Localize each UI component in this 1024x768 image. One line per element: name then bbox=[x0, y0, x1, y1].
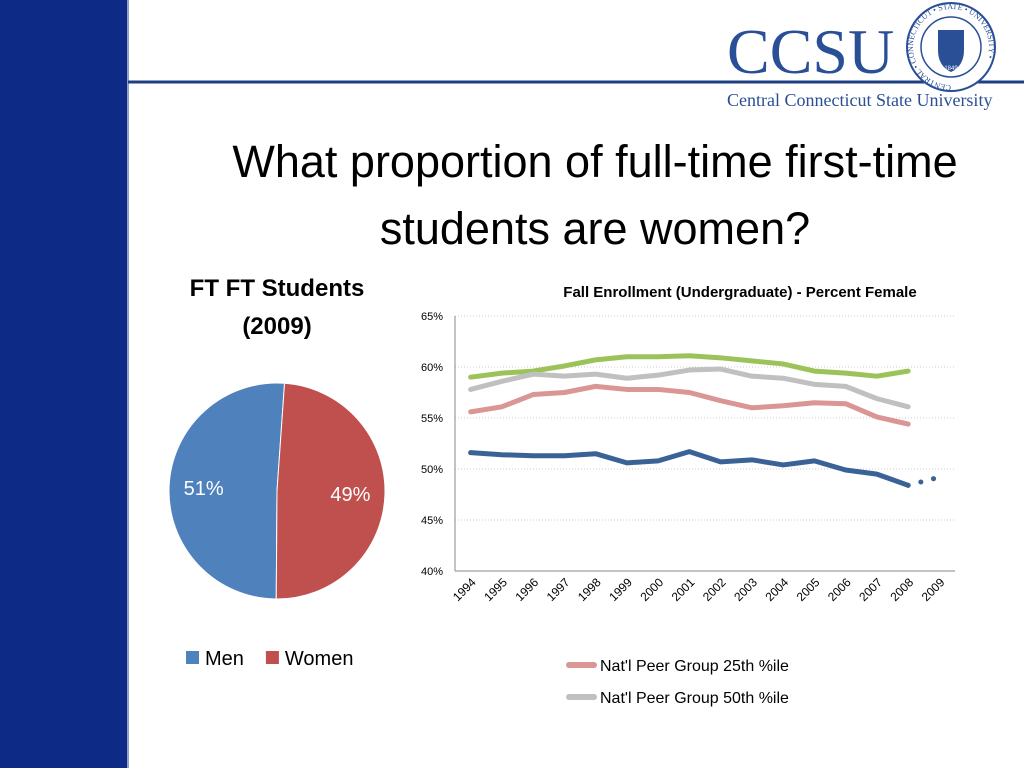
x-tick-label: 1994 bbox=[450, 575, 479, 604]
legend-swatch bbox=[265, 651, 279, 664]
x-tick-label: 2009 bbox=[919, 575, 948, 604]
x-tick-label: 2008 bbox=[887, 575, 916, 604]
pie-title: FT FT Students (2009) bbox=[189, 275, 365, 340]
x-tick-label: 2001 bbox=[669, 575, 698, 604]
legend-label: Men bbox=[205, 648, 244, 670]
seal-shield bbox=[938, 30, 964, 72]
line-title: Fall Enrollment (Undergraduate) - Percen… bbox=[563, 284, 917, 301]
x-tick-label: 2005 bbox=[794, 575, 823, 604]
seal-year: 1849 bbox=[944, 66, 958, 72]
x-tick-label: 1996 bbox=[512, 575, 541, 604]
x-tick-label: 2000 bbox=[637, 575, 666, 604]
x-tick-label: 2003 bbox=[731, 575, 760, 604]
x-tick-label: 1998 bbox=[575, 575, 604, 604]
x-tick-label: 2002 bbox=[700, 575, 729, 604]
series-line bbox=[468, 366, 911, 410]
y-tick-label: 65% bbox=[421, 311, 443, 323]
x-tick-label: 2004 bbox=[762, 575, 791, 604]
logo-name: CCSU bbox=[727, 16, 894, 87]
legend-swatch bbox=[186, 651, 199, 664]
legend-label: Women bbox=[285, 648, 354, 670]
side-bar bbox=[0, 0, 128, 768]
series-line bbox=[905, 474, 942, 488]
x-tick-label: 2007 bbox=[856, 575, 885, 604]
pie-value-label: 51% bbox=[184, 478, 224, 500]
y-tick-label: 60% bbox=[421, 362, 443, 374]
x-tick-label: 1997 bbox=[544, 575, 573, 604]
series-line bbox=[468, 353, 911, 380]
series-line bbox=[468, 449, 911, 488]
y-tick-label: 45% bbox=[421, 515, 443, 527]
seal-inner bbox=[920, 16, 982, 78]
slide-title: What proportion of full-time first-time … bbox=[232, 136, 958, 254]
pie-slice bbox=[168, 382, 286, 600]
pie-slice bbox=[275, 382, 386, 600]
y-tick-label: 55% bbox=[421, 413, 443, 425]
x-tick-label: 1995 bbox=[481, 575, 510, 604]
pie-value-label: 49% bbox=[330, 484, 370, 506]
y-tick-label: 40% bbox=[421, 566, 443, 578]
legend-label: Nat'l Peer Group 25th %ile bbox=[600, 658, 789, 675]
series-line bbox=[468, 383, 911, 427]
x-tick-label: 1999 bbox=[606, 575, 635, 604]
x-tick-label: 2006 bbox=[825, 575, 854, 604]
legend-label: Nat'l Peer Group 50th %ile bbox=[600, 690, 789, 707]
logo-subtitle: Central Connecticut State University bbox=[727, 90, 992, 110]
y-tick-label: 50% bbox=[421, 464, 443, 476]
